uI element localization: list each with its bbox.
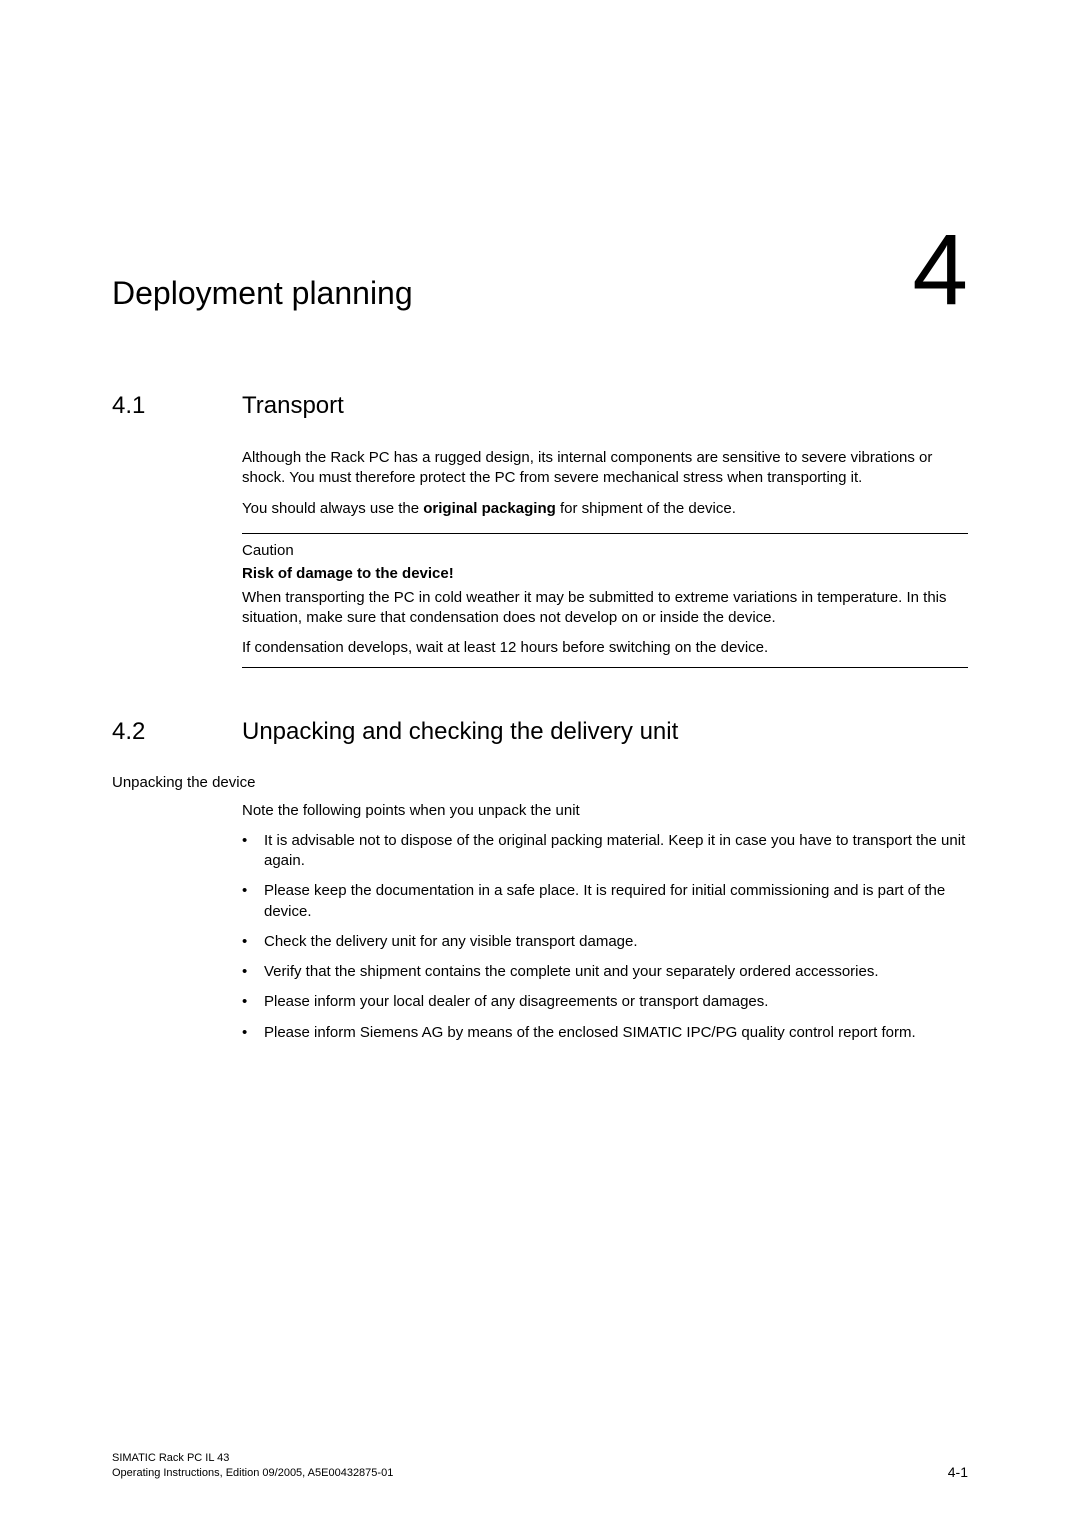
- paragraph: You should always use the original packa…: [242, 499, 968, 519]
- chapter-title: Deployment planning: [112, 275, 413, 312]
- section-body: Although the Rack PC has a rugged design…: [242, 448, 968, 668]
- section-title: Transport: [242, 392, 344, 420]
- list-item: Please keep the documentation in a safe …: [242, 881, 968, 922]
- section-4-2: 4.2 Unpacking and checking the delivery …: [112, 718, 968, 1043]
- list-item: Please inform your local dealer of any d…: [242, 992, 968, 1012]
- section-heading-row: 4.1 Transport: [112, 392, 968, 420]
- caution-label: Caution: [242, 542, 968, 559]
- caution-box: Caution Risk of damage to the device! Wh…: [242, 533, 968, 668]
- bullet-list: It is advisable not to dispose of the or…: [242, 831, 968, 1043]
- text-span: for shipment of the device.: [556, 500, 736, 517]
- chapter-number: 4: [912, 230, 968, 310]
- paragraph: Although the Rack PC has a rugged design…: [242, 448, 968, 489]
- page-number: 4-1: [948, 1464, 968, 1480]
- paragraph: If condensation develops, wait at least …: [242, 638, 968, 658]
- text-span: You should always use the: [242, 500, 423, 517]
- section-heading-row: 4.2 Unpacking and checking the delivery …: [112, 718, 968, 746]
- list-item: Check the delivery unit for any visible …: [242, 932, 968, 952]
- caution-heading: Risk of damage to the device!: [242, 565, 968, 582]
- section-body: Note the following points when you unpac…: [242, 801, 968, 821]
- section-number: 4.2: [112, 718, 242, 746]
- chapter-header: Deployment planning 4: [112, 230, 968, 312]
- section-title: Unpacking and checking the delivery unit: [242, 718, 678, 746]
- page-footer: SIMATIC Rack PC IL 43 Operating Instruct…: [112, 1451, 968, 1480]
- section-number: 4.1: [112, 392, 242, 420]
- subsection-heading: Unpacking the device: [112, 774, 968, 791]
- bold-text: original packaging: [423, 500, 556, 517]
- footer-left: SIMATIC Rack PC IL 43 Operating Instruct…: [112, 1451, 393, 1480]
- footer-line-1: SIMATIC Rack PC IL 43: [112, 1451, 393, 1465]
- footer-line-2: Operating Instructions, Edition 09/2005,…: [112, 1466, 393, 1480]
- list-item: It is advisable not to dispose of the or…: [242, 831, 968, 872]
- paragraph: When transporting the PC in cold weather…: [242, 588, 968, 629]
- list-item: Verify that the shipment contains the co…: [242, 962, 968, 982]
- paragraph: Note the following points when you unpac…: [242, 801, 968, 821]
- section-4-1: 4.1 Transport Although the Rack PC has a…: [112, 392, 968, 668]
- list-item: Please inform Siemens AG by means of the…: [242, 1023, 968, 1043]
